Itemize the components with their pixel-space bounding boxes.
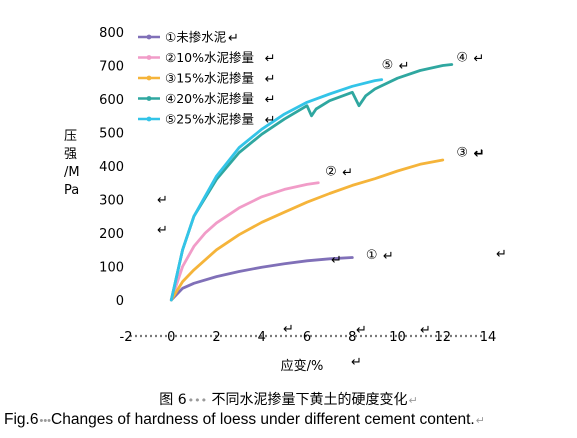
legend-arrow: ↵ [265,113,276,128]
x-axis-label: 应变/% [281,358,324,374]
series-line-2 [169,181,320,302]
legend-marker-2 [146,55,152,60]
stray-arrow: ↵ [420,323,431,338]
series-marker-1: ① [366,248,378,263]
stray-arrow: ↵ [496,247,507,262]
y-axis-label-part: 压 [64,129,77,144]
y-axis-label: 压强/M Pa [64,129,80,198]
legend: ①未掺水泥 ↵②10%水泥掺量 ↵③15%水泥掺量 ↵④20%水泥掺量 ↵⑤25%水泥掺… [138,30,276,128]
caption-cn-prefix: 图 6 [159,392,187,408]
stray-arrow: ↵ [356,323,367,338]
y-axis-label-part: 强 [64,147,77,162]
y-axis-label-part: /M [64,165,80,180]
y-tick-label: 600 [99,93,124,108]
series-marker-2: ② [325,164,337,179]
x-tick-label: -2 [120,330,133,345]
stray-arrow: ↵ [157,223,168,238]
series-line-5 [169,78,384,302]
series-line-3 [169,158,445,302]
marker-arrow: ↵ [399,59,410,74]
stray-arrow: ↵ [474,147,485,162]
marker-arrow: ↵ [342,165,353,180]
x-tick-label: 14 [480,330,497,345]
y-tick-label: 200 [99,227,124,242]
y-tick-label: 300 [99,194,124,209]
series-marker-3: ③ [456,146,468,161]
legend-label-3: ③15%水泥掺量 [165,71,254,86]
series-marker-5: ⑤ [382,58,394,73]
legend-arrow: ↵ [265,52,276,67]
y-tick-label: 500 [99,127,124,142]
x-tick-label: 2 [212,330,220,345]
series-line-4 [169,63,454,302]
legend-label-5: ⑤25%水泥掺量 [165,112,254,127]
caption-cn-text: 不同水泥掺量下黄土的硬度变化 [211,392,408,408]
legend-arrow: ↵ [228,31,239,46]
tick-labels: -2 0 2 4 6 8 10 12 14 0 100 200 300 400 500 600 700 800 [99,26,496,345]
legend-marker-1 [146,34,152,40]
y-tick-label: 700 [99,60,124,75]
x-tick-label: 10 [389,330,406,345]
x-tick-label: 4 [258,330,266,345]
legend-marker-3 [146,75,152,81]
caption-cn: 图 6••• 不同水泥掺量下黄土的硬度变化↵ [159,392,418,408]
legend-label-4: ④20%水泥掺量 [165,91,254,106]
y-tick-label: 0 [116,294,124,309]
legend-label-1: ①未掺水泥 [165,30,226,45]
y-tick-label: 100 [99,261,124,276]
y-tick-label: 800 [99,26,124,41]
legend-arrow: ↵ [265,72,276,87]
series-markers: ① ↵ ② ↵ ③ ↵ ④ ↵ ⑤ ↵ [325,50,484,264]
stray-arrow: ↵ [351,355,362,370]
marker-arrow: ↵ [383,249,394,264]
stray-arrow: ↵ [331,253,342,268]
legend-marker-4 [146,96,152,101]
caption-en-prefix: Fig.6 [4,411,39,428]
series-marker-4: ④ [456,50,468,65]
marker-arrow: ↵ [473,51,484,66]
stray-marks: ↵ ↵ ↵ ↵ ↵ ↵ ↵ ↵ ↵ [157,147,507,370]
marker-arrow: ↵ [473,147,484,162]
legend-arrow: ↵ [265,93,276,108]
y-axis-label-part: Pa [64,183,79,198]
x-tick-label: 0 [167,330,175,345]
stray-arrow: ↵ [157,193,168,208]
x-tick-label: 6 [303,330,311,345]
x-tick-label: 8 [348,330,356,345]
stray-arrow: ↵ [283,322,294,337]
caption-en: Fig.6•••Changes of hardness of loess und… [4,411,485,428]
legend-marker-5 [146,116,152,122]
series-line-1 [169,256,354,302]
caption-en-text: Changes of hardness of loess under diffe… [51,411,475,428]
series-layer [169,63,454,302]
x-tick-label: 12 [434,330,451,345]
legend-label-2: ②10%水泥掺量 [165,50,254,65]
y-tick-label: 400 [99,160,124,175]
